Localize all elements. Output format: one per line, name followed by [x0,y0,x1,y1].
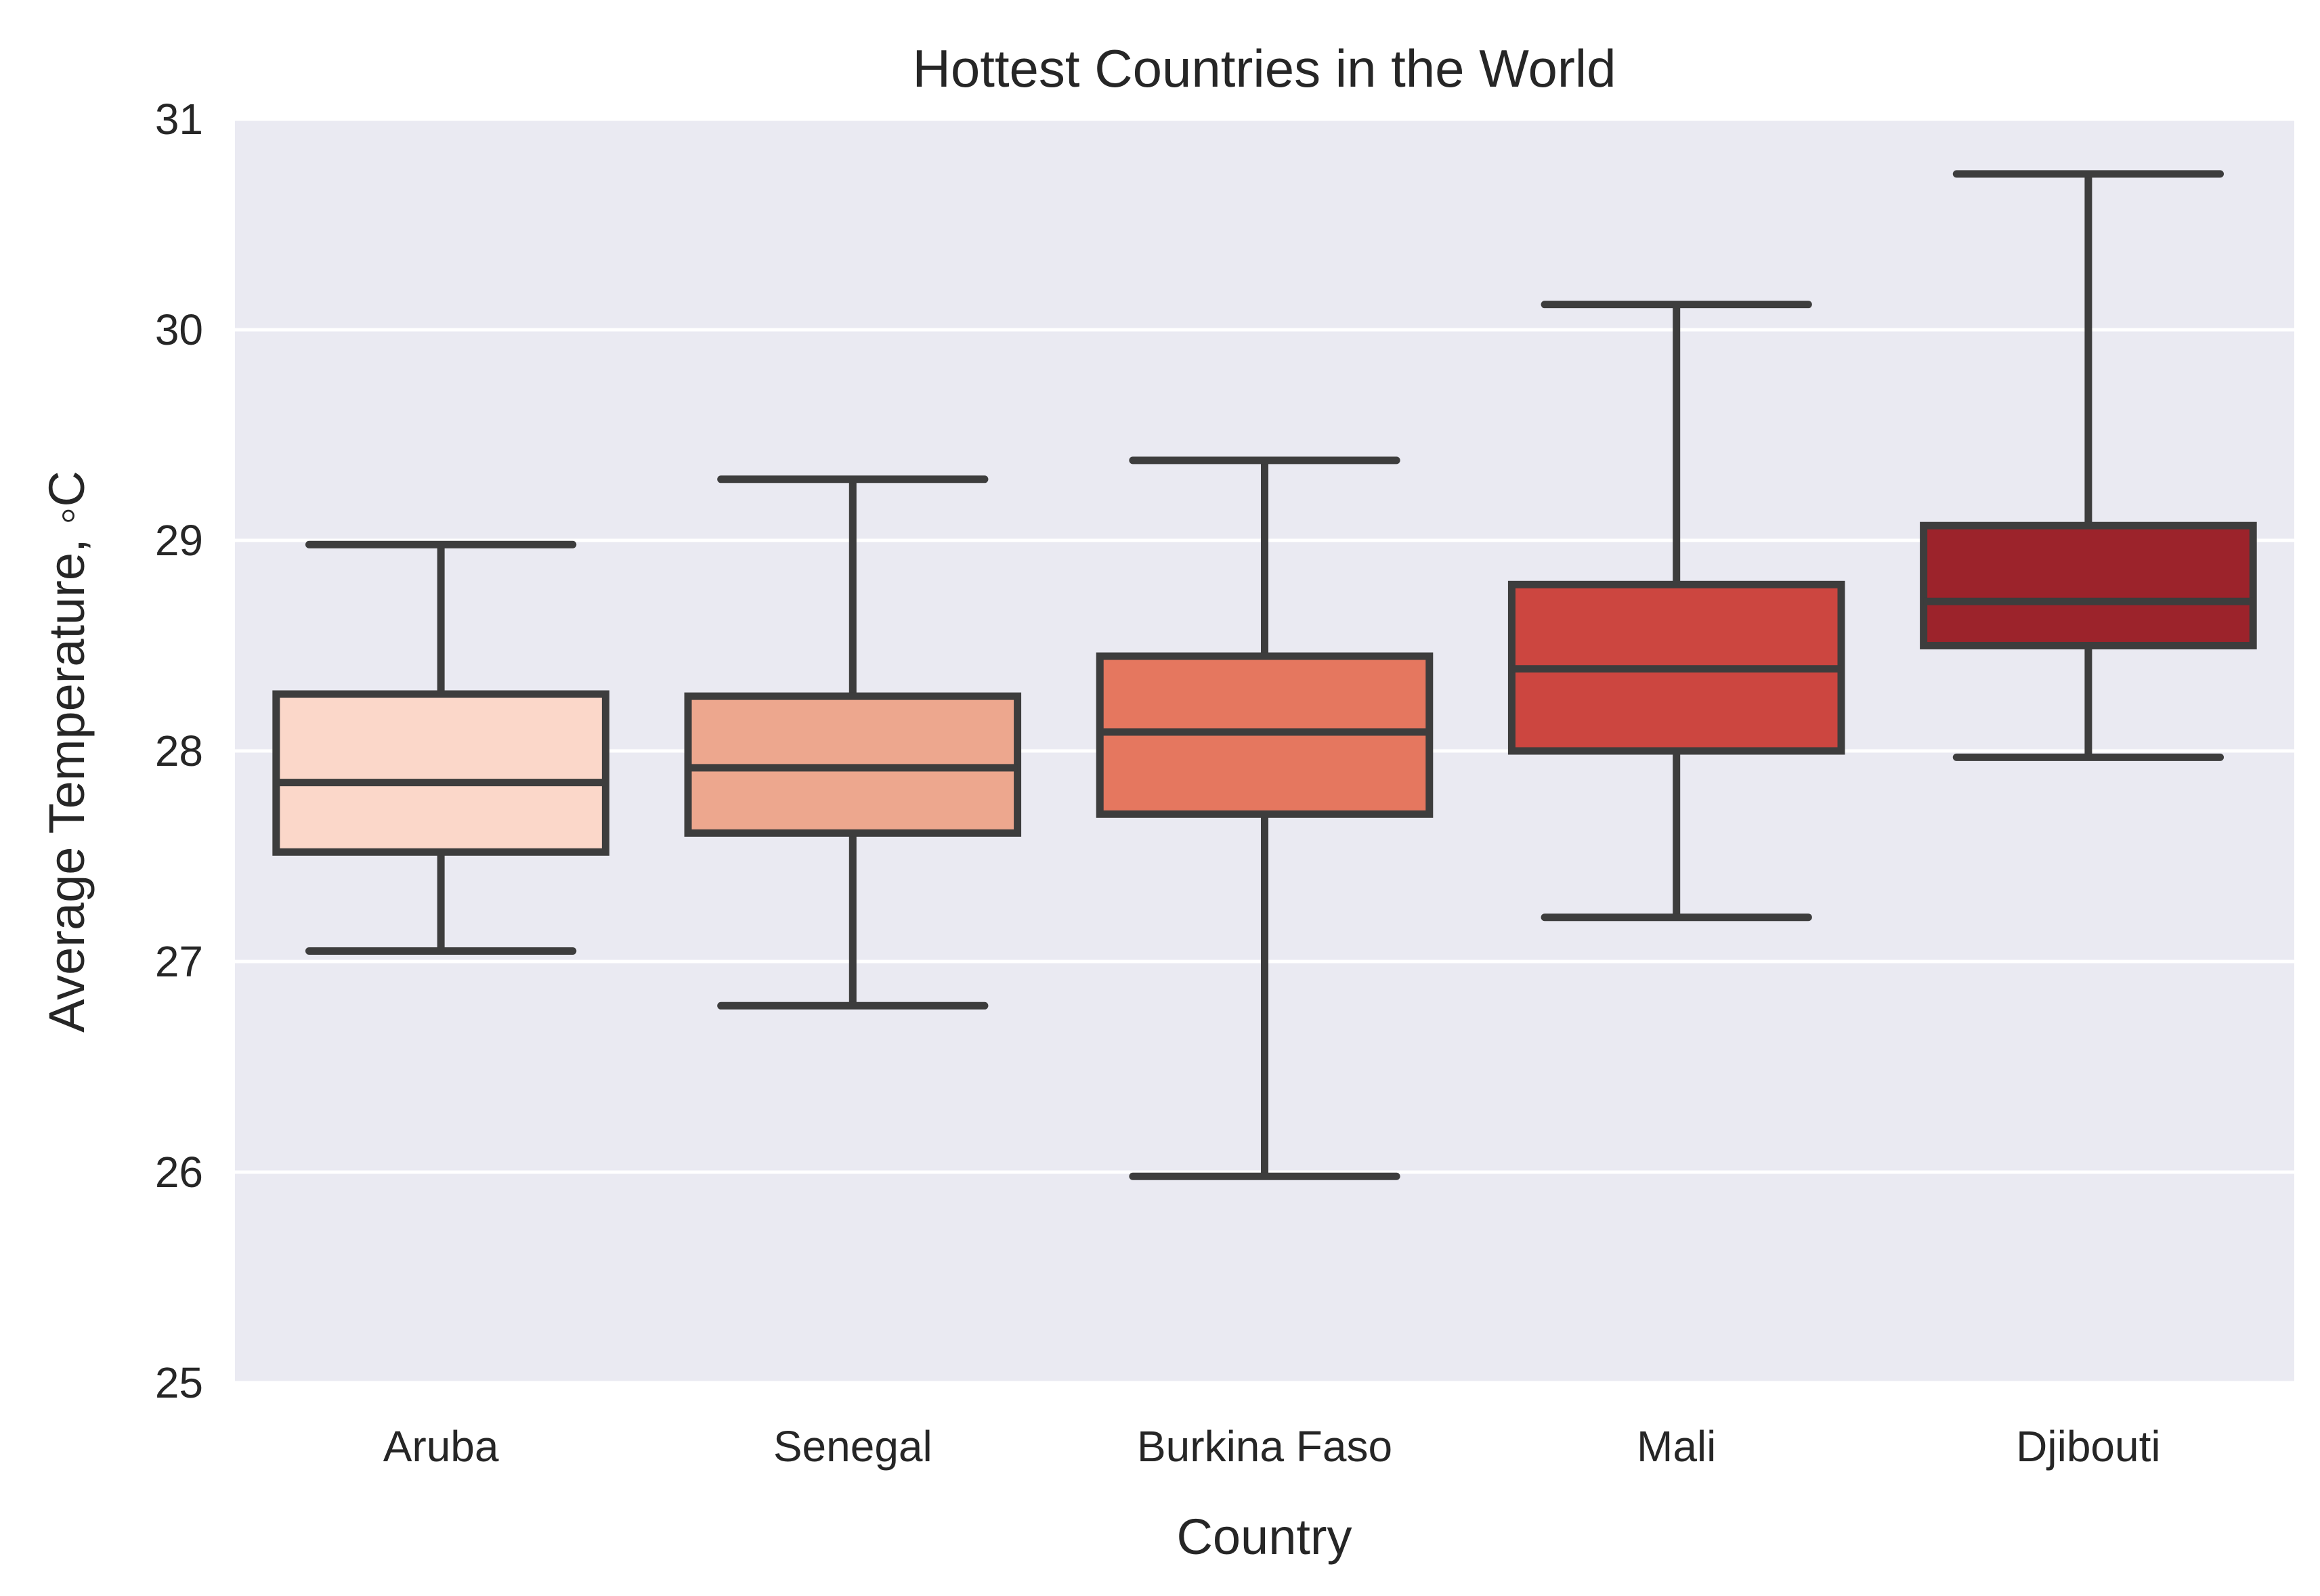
box-senegal [684,475,1022,1010]
x-axis-label: Country [1176,1509,1352,1565]
y-tick-label: 28 [155,727,203,775]
y-tick-label: 26 [155,1148,203,1196]
box-aruba [272,540,609,955]
x-axis-ticks: Aruba Senegal Burkina Faso Mali Djibouti [383,1422,2161,1471]
y-tick-label: 25 [155,1358,203,1407]
box-djibouti [1920,170,2257,761]
x-tick-label: Aruba [383,1422,499,1471]
y-tick-label: 27 [155,937,203,986]
y-tick-label: 31 [155,95,203,144]
box-mali [1507,301,1845,922]
iqr-box [1920,521,2257,649]
y-axis-label: Average Temperature, ◦C [39,471,95,1033]
y-tick-label: 29 [155,516,203,565]
x-tick-label: Djibouti [2016,1422,2160,1471]
y-tick-label: 30 [155,305,203,354]
boxes [272,170,2257,1180]
chart-title: Hottest Countries in the World [912,39,1616,98]
x-tick-label: Mali [1637,1422,1716,1471]
x-tick-label: Burkina Faso [1137,1422,1392,1471]
x-tick-label: Senegal [773,1422,932,1471]
box-burkina-faso [1096,456,1434,1180]
y-axis-ticks: 25 26 27 28 29 30 31 [155,95,203,1407]
iqr-box [272,690,609,856]
